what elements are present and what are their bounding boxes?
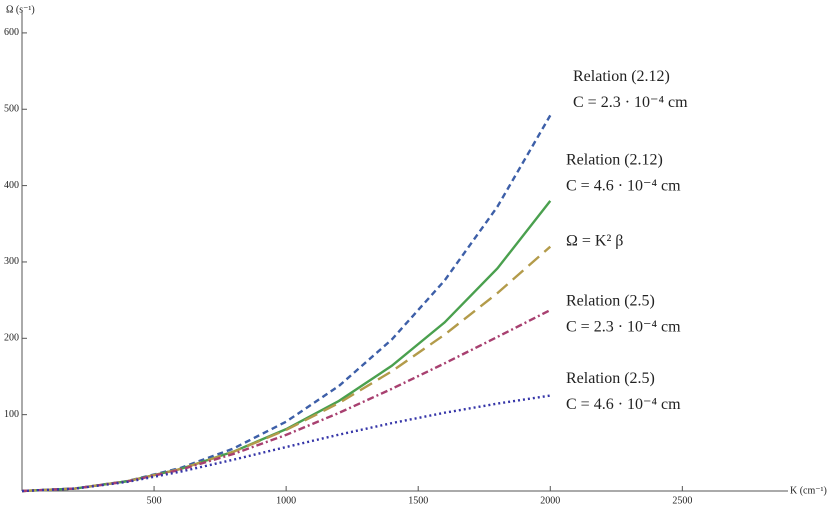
x-tick-label: 500 (147, 495, 162, 506)
x-tick-label: 2000 (540, 495, 560, 506)
x-tick-label: 1000 (276, 495, 296, 506)
y-tick-label: 600 (4, 27, 19, 38)
series-label: Ω = K² β (566, 232, 623, 249)
series-line (21, 308, 551, 493)
y-tick-label: 300 (4, 256, 19, 267)
series-line (21, 245, 552, 493)
x-tick-label: 1500 (408, 495, 428, 506)
series-label: Relation (2.12) (573, 68, 670, 85)
y-tick-label: 400 (4, 180, 19, 191)
y-tick-label: 100 (4, 409, 19, 420)
series-label: C = 4.6 · 10⁻⁴ cm (566, 396, 681, 413)
y-tick-label: 500 (4, 104, 19, 115)
series-label: Relation (2.5) (566, 293, 655, 310)
series-label: C = 4.6 · 10⁻⁴ cm (566, 178, 681, 195)
y-tick-label: 200 (4, 333, 19, 344)
series-label: Relation (2.12) (566, 152, 663, 169)
series-label: C = 2.3 · 10⁻⁴ cm (573, 94, 688, 111)
series-label: C = 2.3 · 10⁻⁴ cm (566, 319, 681, 336)
y-axis-label: Ω (s⁻¹) (6, 4, 35, 15)
series-line (21, 394, 551, 493)
x-tick-label: 2500 (672, 495, 692, 506)
x-axis-label: K (cm⁻¹) (790, 485, 827, 496)
series-label: Relation (2.5) (566, 370, 655, 387)
